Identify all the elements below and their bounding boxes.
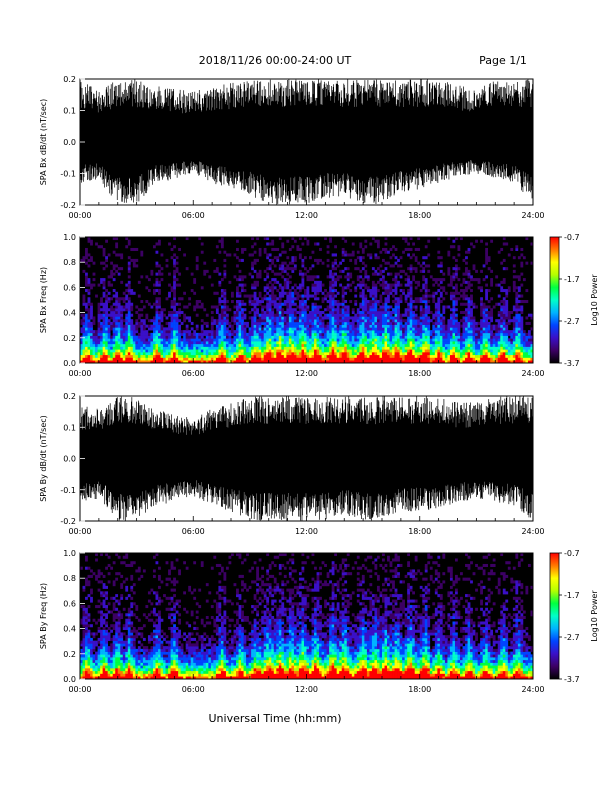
colorbar-label: Log10 Power bbox=[590, 274, 599, 326]
y-tick-label: 0.1 bbox=[63, 423, 76, 432]
y-tick-label: 0.2 bbox=[63, 392, 76, 401]
colorbar-tick-label: -0.7 bbox=[564, 549, 580, 558]
y-tick-label: 1.0 bbox=[63, 549, 76, 558]
x-tick-label: 18:00 bbox=[408, 369, 431, 378]
x-tick-label: 00:00 bbox=[68, 369, 91, 378]
colorbar-scale bbox=[549, 552, 560, 680]
x-tick-label: 24:00 bbox=[521, 369, 544, 378]
x-tick-label: 12:00 bbox=[295, 211, 318, 220]
chart-title: 2018/11/26 00:00-24:00 UT bbox=[199, 54, 352, 67]
x-axis-label: Universal Time (hh:mm) bbox=[209, 712, 342, 725]
x-tick-label: 06:00 bbox=[182, 369, 205, 378]
y-tick-label: 0.0 bbox=[63, 359, 76, 368]
x-tick-label: 18:00 bbox=[408, 211, 431, 220]
y-tick-label: 0.6 bbox=[63, 599, 76, 608]
panels: 0.20.10.0-0.1-0.200:00 06:00 12:00 18:00 24:… bbox=[39, 75, 599, 694]
y-axis-label: SPA Bx dB/dt (nT/sec) bbox=[39, 99, 48, 186]
x-tick-label: 12:00 bbox=[295, 369, 318, 378]
y-axis-label: SPA By dB/dt (nT/sec) bbox=[39, 415, 48, 502]
colorbar-scale bbox=[549, 236, 560, 364]
y-tick-label: -0.2 bbox=[60, 517, 76, 526]
x-tick-label: 06:00 bbox=[182, 527, 205, 536]
spectrogram-panel: 1.0 0.8 0.6 0.4 0.2 0.000:00 06:00 12:00 18:00 24… bbox=[39, 233, 599, 378]
spectrogram-panel: 1.0 0.8 0.6 0.4 0.2 0.000:00 06:00 12:00 18:00 24… bbox=[39, 549, 599, 694]
y-tick-label: 0.0 bbox=[63, 675, 76, 684]
y-tick-label: 0.8 bbox=[63, 574, 76, 583]
x-tick-label: 24:00 bbox=[521, 527, 544, 536]
colorbar-label: Log10 Power bbox=[590, 590, 599, 642]
spectrogram-cells bbox=[80, 553, 534, 680]
x-tick-label: 00:00 bbox=[68, 685, 91, 694]
y-tick-label: 0.4 bbox=[63, 309, 76, 318]
y-tick-label: -0.2 bbox=[60, 201, 76, 210]
y-tick-label: 1.0 bbox=[63, 233, 76, 242]
x-tick-label: 06:00 bbox=[182, 685, 205, 694]
time-series-panel: 0.2 0.1 0.0 -0.1 -0.200:00 06:00 12:00 18:00 24:… bbox=[39, 392, 545, 536]
y-tick-label: -0.1 bbox=[60, 486, 76, 495]
y-axis-label: SPA Bx Freq (Hz) bbox=[39, 267, 48, 333]
colorbar-tick-label: -0.7 bbox=[564, 233, 580, 242]
page-indicator: Page 1/1 bbox=[479, 54, 527, 67]
x-tick-label: 00:00 bbox=[68, 527, 91, 536]
x-tick-label: 24:00 bbox=[521, 211, 544, 220]
time-series-panel: 0.2 0.1 0.0 -0.1 -0.200:00 06:00 12:00 18:00 24:… bbox=[39, 75, 545, 220]
colorbar-tick-label: -2.7 bbox=[564, 633, 580, 642]
colorbar-tick-label: -1.7 bbox=[564, 591, 580, 600]
x-tick-label: 18:00 bbox=[408, 685, 431, 694]
x-tick-label: 00:00 bbox=[68, 211, 91, 220]
x-tick-label: 18:00 bbox=[408, 527, 431, 536]
x-tick-label: 24:00 bbox=[521, 685, 544, 694]
y-tick-label: -0.1 bbox=[60, 170, 76, 179]
colorbar-tick-label: -3.7 bbox=[564, 675, 580, 684]
y-tick-label: 0.0 bbox=[63, 455, 76, 464]
y-tick-label: 0.4 bbox=[63, 625, 76, 634]
colorbar-tick-label: -2.7 bbox=[564, 317, 580, 326]
colorbar: -0.7 -1.7 -2.7 -3.7 Log10 Power bbox=[549, 549, 599, 684]
x-tick-label: 06:00 bbox=[182, 211, 205, 220]
y-tick-label: 0.2 bbox=[63, 75, 76, 84]
y-tick-label: 0.2 bbox=[63, 334, 76, 343]
x-tick-label: 12:00 bbox=[295, 685, 318, 694]
y-tick-label: 0.6 bbox=[63, 283, 76, 292]
spectrogram-cells bbox=[80, 237, 534, 364]
y-tick-label: 0.0 bbox=[63, 138, 76, 147]
y-axis-label: SPA By Freq (Hz) bbox=[39, 583, 48, 649]
colorbar: -0.7 -1.7 -2.7 -3.7 Log10 Power bbox=[549, 233, 599, 368]
y-tick-label: 0.8 bbox=[63, 258, 76, 267]
x-tick-label: 12:00 bbox=[295, 527, 318, 536]
y-tick-label: 0.1 bbox=[63, 107, 76, 116]
colorbar-tick-label: -3.7 bbox=[564, 359, 580, 368]
colorbar-tick-label: -1.7 bbox=[564, 275, 580, 284]
y-tick-label: 0.2 bbox=[63, 650, 76, 659]
